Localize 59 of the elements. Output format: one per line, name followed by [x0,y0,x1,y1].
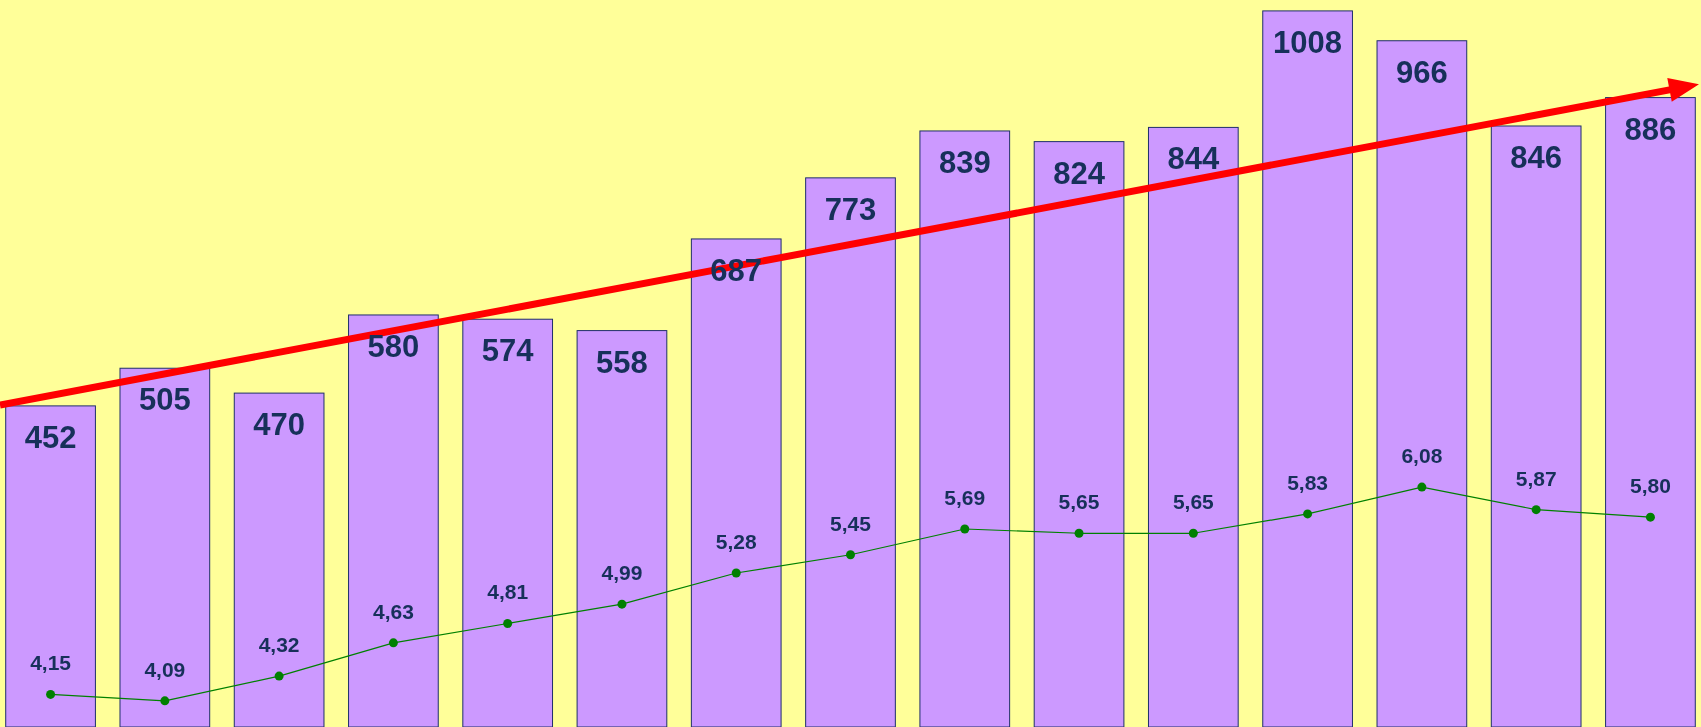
data-label: 6,08 [1401,444,1443,468]
point [503,619,513,628]
data-label: 4,81 [487,580,529,604]
bar [1262,10,1353,727]
data-label: 4,32 [258,633,300,657]
point [274,671,284,681]
point [617,599,627,609]
data-label: 580 [367,328,420,364]
point [1417,482,1427,492]
data-label: 5,65 [1058,490,1100,514]
data-label: 4,99 [601,561,643,585]
point [960,524,970,534]
bar [5,405,96,727]
bar [805,177,896,727]
data-label: 5,28 [715,530,757,554]
point [160,696,170,706]
data-label: 5,65 [1172,490,1215,514]
point [1531,505,1541,515]
data-label: 773 [824,191,877,227]
data-label: 4,15 [30,651,72,675]
data-label: 5,45 [830,511,872,535]
bar [1147,126,1239,727]
bar [1605,97,1696,727]
bar [1033,141,1125,727]
bar [1490,125,1582,727]
bar [233,392,325,727]
point [46,689,56,699]
data-label: 1008 [1273,24,1343,60]
data-label: 966 [1396,54,1448,90]
bar [1376,40,1468,727]
data-label: 505 [138,382,191,418]
point [1645,512,1655,522]
data-label: 4,09 [144,657,186,681]
data-label: 452 [24,419,77,455]
data-label: 824 [1053,155,1106,191]
data-label: 574 [481,333,535,369]
point [1188,528,1198,538]
bar [119,367,211,727]
point [846,550,855,560]
point [731,568,741,578]
bar [348,314,439,727]
data-label: 839 [938,144,991,180]
bar [576,330,668,727]
data-label: 844 [1167,141,1220,177]
data-label: 5,80 [1630,474,1671,498]
data-label: 5,87 [1515,466,1557,490]
data-label: 5,69 [944,485,986,509]
data-label: 5,83 [1287,470,1329,494]
data-label: 846 [1510,139,1563,175]
point [1074,528,1084,538]
bar [462,318,554,727]
bar [919,130,1011,727]
data-label: 886 [1624,111,1677,147]
data-label: 4,63 [372,599,414,623]
bar [690,238,782,727]
point [388,638,398,648]
data-label: 470 [253,407,305,443]
data-label: 558 [596,344,648,380]
point [1303,509,1313,519]
